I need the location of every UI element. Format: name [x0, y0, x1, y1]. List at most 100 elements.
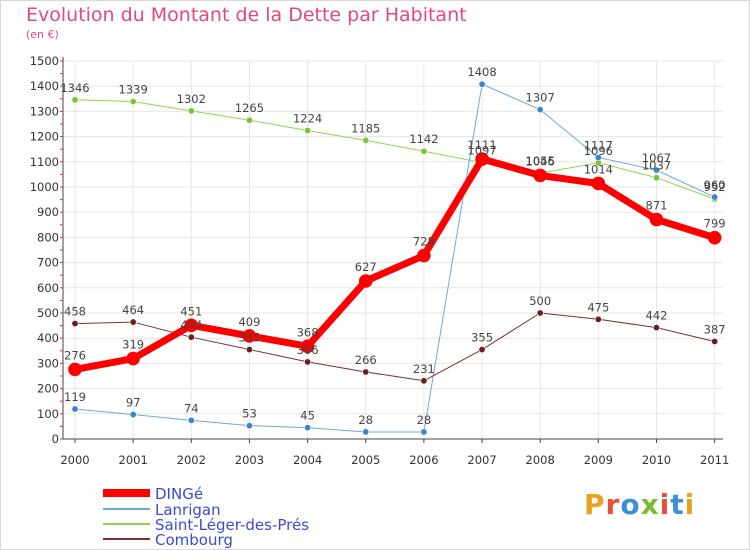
data-label-saint-l-ger-des-pr-s: 1346 [60, 81, 89, 95]
data-point-combourg [304, 358, 312, 366]
y-tick-label: 700 [37, 256, 59, 270]
data-point-lanrigan [594, 154, 602, 162]
data-label-saint-l-ger-des-pr-s: 1224 [293, 112, 322, 126]
data-point-lanrigan [420, 428, 428, 436]
data-point-combourg [652, 324, 660, 332]
data-label-lanrigan: 119 [64, 390, 86, 404]
x-tick-label: 2011 [700, 453, 729, 467]
data-label-saint-l-ger-des-pr-s: 1302 [177, 92, 206, 106]
legend-label-combourg: Combourg [155, 531, 233, 549]
data-label-lanrigan: 1408 [467, 65, 496, 79]
data-label-combourg: 464 [122, 303, 144, 317]
data-point-saint-l-ger-des-pr-s [71, 96, 79, 104]
data-label-combourg: 231 [413, 362, 435, 376]
axes: 0 100 200 300 400 500 600 700 800 900 1000 1100 1200… [30, 54, 730, 467]
y-tick-label: 1100 [30, 155, 59, 169]
logo-letter: o [620, 488, 641, 521]
logo-letter: r [605, 488, 621, 521]
y-tick-label: 500 [37, 306, 59, 320]
data-point-ding- [649, 212, 664, 227]
data-label-combourg: 387 [704, 322, 726, 336]
data-label-lanrigan: 1307 [526, 91, 555, 105]
data-point-lanrigan [187, 416, 195, 424]
data-point-saint-l-ger-des-pr-s [129, 98, 137, 106]
data-point-saint-l-ger-des-pr-s [652, 174, 660, 182]
data-point-ding- [184, 318, 199, 333]
data-label-saint-l-ger-des-pr-s: 1339 [119, 83, 148, 97]
data-point-combourg [129, 318, 137, 326]
data-label-ding-: 276 [64, 348, 86, 362]
data-label-saint-l-ger-des-pr-s: 952 [704, 180, 726, 194]
data-label-combourg: 266 [355, 353, 377, 367]
x-tick-label: 2006 [409, 453, 438, 467]
data-point-combourg [71, 320, 79, 328]
y-tick-label: 1300 [30, 104, 59, 118]
data-label-ding-: 319 [122, 338, 144, 352]
y-tick-label: 300 [37, 356, 59, 370]
series-line-ding- [71, 155, 719, 373]
data-point-lanrigan [362, 428, 370, 436]
x-tick-label: 2000 [60, 453, 89, 467]
data-point-combourg [187, 333, 195, 341]
data-point-lanrigan [129, 411, 137, 419]
data-label-saint-l-ger-des-pr-s: 1096 [584, 144, 613, 158]
data-label-combourg: 355 [471, 331, 493, 345]
data-point-lanrigan [304, 424, 312, 432]
data-label-ding-: 368 [297, 325, 319, 339]
data-label-combourg: 442 [646, 309, 668, 323]
y-tick-label: 0 [52, 432, 59, 446]
x-tick-label: 2008 [526, 453, 555, 467]
data-label-combourg: 306 [297, 343, 319, 357]
logo-letter: x [640, 488, 660, 521]
chart-unit: (en €) [26, 28, 59, 41]
x-tick-label: 2001 [119, 453, 148, 467]
data-label-combourg: 404 [180, 318, 202, 332]
data-point-combourg [420, 377, 428, 385]
data-point-ding- [533, 168, 547, 183]
data-label-saint-l-ger-des-pr-s: 1055 [526, 154, 555, 168]
legend-label-saint-l-ger-des-pr-s: Saint-Léger-des-Prés [155, 516, 309, 534]
y-tick-label: 1500 [30, 54, 59, 68]
data-label-saint-l-ger-des-pr-s: 1097 [467, 144, 496, 158]
data-point-saint-l-ger-des-pr-s [362, 136, 370, 144]
chart-title: Evolution du Montant de la Dette par Hab… [26, 4, 467, 26]
data-label-lanrigan: 74 [184, 401, 199, 415]
y-tick-label: 1000 [30, 180, 59, 194]
logo-letter: i [684, 488, 696, 521]
data-point-lanrigan [536, 106, 544, 114]
x-tick-label: 2002 [177, 453, 206, 467]
data-label-combourg: 500 [529, 294, 551, 308]
data-point-ding- [591, 176, 606, 191]
data-label-ding-: 1014 [584, 162, 613, 176]
data-label-lanrigan: 28 [358, 413, 373, 427]
data-point-saint-l-ger-des-pr-s [187, 107, 195, 115]
data-point-lanrigan [245, 422, 253, 430]
data-point-lanrigan [711, 193, 719, 201]
data-label-ding-: 451 [180, 304, 202, 318]
data-label-saint-l-ger-des-pr-s: 1142 [409, 132, 438, 146]
data-point-lanrigan [71, 405, 79, 413]
data-label-lanrigan: 97 [126, 396, 141, 410]
grid-lines [63, 60, 723, 440]
y-tick-label: 400 [37, 331, 59, 345]
series-line-saint-l-ger-des-pr-s [74, 99, 716, 200]
x-tick-label: 2005 [351, 453, 380, 467]
data-labels: 1346 1339 1302 1265 1224 1185 1142 1097 1055 1096… [60, 65, 725, 427]
data-point-ding- [358, 274, 373, 288]
legend-label-lanrigan: Lanrigan [155, 501, 221, 519]
y-tick-label: 200 [37, 382, 59, 396]
series-line-combourg [74, 312, 716, 382]
data-label-lanrigan: 45 [300, 409, 315, 423]
data-point-combourg [362, 368, 370, 376]
data-point-ding- [68, 362, 82, 377]
logo-letter: P [584, 488, 606, 521]
data-label-combourg: 458 [64, 305, 86, 319]
data-label-ding-: 799 [704, 217, 726, 231]
data-label-ding-: 871 [646, 199, 668, 213]
data-label-lanrigan: 53 [242, 407, 257, 421]
data-label-ding-: 728 [413, 235, 435, 249]
x-tick-label: 2007 [467, 453, 496, 467]
y-tick-label: 800 [37, 230, 59, 244]
data-label-lanrigan: 1117 [584, 139, 613, 153]
